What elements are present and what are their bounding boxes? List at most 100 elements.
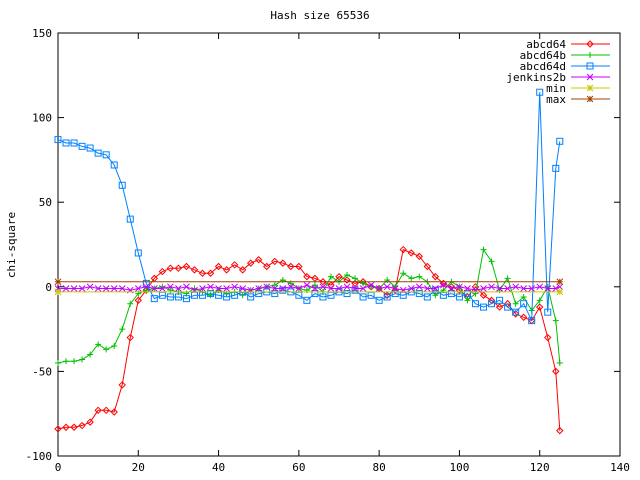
data-point	[556, 288, 564, 296]
data-point	[303, 296, 311, 304]
data-point	[271, 257, 279, 266]
data-point	[586, 95, 594, 103]
data-point	[86, 418, 94, 426]
data-point	[102, 151, 110, 159]
data-point	[352, 275, 359, 282]
data-point	[480, 246, 487, 253]
data-point	[359, 285, 367, 292]
data-point	[198, 269, 207, 277]
data-point	[119, 326, 126, 333]
data-point	[375, 296, 383, 304]
data-point	[182, 262, 191, 271]
data-point	[158, 267, 167, 276]
y-tick-label: -100	[26, 450, 53, 463]
data-point	[207, 283, 214, 291]
data-point	[471, 300, 479, 308]
data-point	[62, 139, 70, 147]
data-point	[118, 381, 126, 389]
data-point	[431, 286, 439, 294]
data-point	[94, 406, 102, 415]
data-point	[586, 84, 594, 92]
data-point	[556, 278, 564, 286]
data-point	[287, 262, 295, 271]
data-point	[586, 62, 594, 70]
data-point	[118, 285, 126, 292]
data-point	[94, 285, 102, 292]
data-point	[246, 259, 255, 267]
data-point	[519, 313, 528, 321]
data-point	[447, 290, 455, 298]
data-point	[536, 88, 544, 96]
data-point	[399, 245, 407, 254]
data-point	[415, 252, 423, 261]
data-point	[311, 282, 318, 289]
data-point	[512, 300, 519, 307]
data-point	[440, 281, 447, 289]
data-point	[263, 262, 271, 271]
data-point	[556, 283, 564, 291]
data-point	[230, 261, 239, 269]
data-point	[86, 283, 94, 291]
data-point	[319, 293, 327, 301]
data-point	[271, 282, 278, 289]
data-point	[95, 341, 102, 348]
data-point	[214, 262, 223, 271]
data-point	[587, 52, 593, 58]
data-point	[423, 262, 432, 271]
data-point	[54, 425, 62, 433]
data-point	[222, 266, 231, 274]
legend-item: abcd64d	[520, 60, 610, 73]
data-point	[263, 283, 271, 291]
data-point	[431, 285, 439, 292]
data-point	[552, 317, 559, 324]
x-tick-label: 140	[610, 461, 630, 474]
data-point	[391, 290, 399, 298]
data-point	[295, 285, 303, 292]
data-point	[586, 40, 594, 48]
data-point	[183, 283, 190, 291]
data-point	[55, 359, 61, 366]
data-point	[383, 283, 391, 291]
data-point	[343, 276, 351, 284]
data-point	[303, 281, 311, 289]
series-line	[58, 284, 560, 291]
data-point	[255, 256, 263, 264]
data-point	[496, 285, 503, 292]
data-point	[126, 333, 134, 342]
data-point	[400, 270, 407, 277]
data-point	[415, 283, 423, 291]
chart-title: Hash size 65536	[270, 9, 369, 22]
data-point	[150, 295, 158, 303]
data-point	[110, 161, 118, 169]
data-point	[311, 285, 319, 292]
data-point	[479, 291, 488, 299]
data-point	[54, 288, 62, 296]
series-max	[54, 278, 564, 286]
data-point	[86, 144, 94, 152]
y-tick-label: 100	[32, 112, 52, 125]
data-point	[102, 285, 110, 292]
y-tick-label: 0	[45, 281, 52, 294]
series-line	[57, 92, 561, 321]
legend-item: abcd64b	[520, 49, 610, 62]
data-point	[480, 285, 487, 292]
data-point	[504, 303, 512, 311]
data-point	[54, 136, 62, 144]
data-point	[536, 297, 543, 304]
data-point	[311, 290, 319, 298]
data-point	[556, 137, 564, 145]
data-point	[206, 269, 215, 277]
legend-label: abcd64d	[520, 60, 566, 73]
data-point	[167, 283, 174, 291]
legend-label: abcd64	[526, 38, 566, 51]
data-point	[190, 266, 199, 274]
data-point	[495, 303, 504, 311]
data-point	[303, 272, 311, 281]
y-tick-label: -50	[32, 365, 52, 378]
data-point	[544, 285, 552, 292]
data-point	[142, 283, 150, 291]
data-point	[488, 258, 495, 265]
data-point	[407, 249, 415, 257]
data-point	[78, 285, 86, 292]
